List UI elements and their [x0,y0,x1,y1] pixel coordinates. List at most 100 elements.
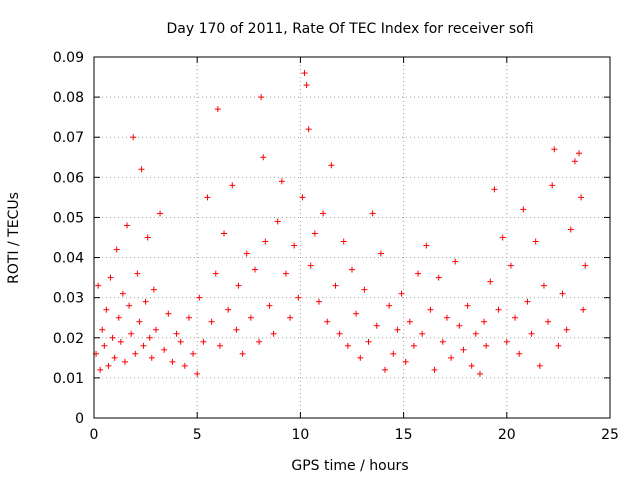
data-point [512,314,519,321]
data-point [101,342,108,349]
data-point [291,242,298,249]
data-point [138,166,145,173]
data-point [214,106,221,113]
x-tick-label: 10 [291,427,309,443]
data-point [150,286,157,293]
data-point [402,358,409,365]
y-tick-label: 0 [75,411,84,427]
data-point [415,270,422,277]
data-point [439,338,446,345]
data-point [243,250,250,257]
data-point [247,314,254,321]
y-tick-label: 0.09 [53,50,84,66]
data-point [235,282,242,289]
data-point [282,270,289,277]
data-point [157,210,164,217]
data-point [262,238,269,245]
data-point [431,366,438,373]
data-point [386,302,393,309]
x-tick-label: 25 [601,427,619,443]
data-point [185,314,192,321]
data-point [144,234,151,241]
y-tick-label: 0.08 [53,90,84,106]
data-point [563,326,570,333]
data-point [394,326,401,333]
data-point [353,310,360,317]
data-point [344,342,351,349]
data-point [109,334,116,341]
data-point [390,350,397,357]
data-point [274,218,281,225]
data-point [95,282,102,289]
data-point [260,154,267,161]
data-point [491,186,498,193]
data-point [270,330,277,337]
data-point [132,350,139,357]
data-point [299,194,306,201]
data-point [559,290,566,297]
data-point [256,338,263,345]
data-point [507,262,514,269]
data-point [287,314,294,321]
data-point [307,262,314,269]
data-point [540,282,547,289]
data-point [452,258,459,265]
data-point [130,134,137,141]
data-point [472,330,479,337]
data-point [520,206,527,213]
data-point [503,338,510,345]
data-point [324,318,331,325]
data-point [555,342,562,349]
data-point [239,350,246,357]
data-point [303,82,310,89]
data-point [369,210,376,217]
y-tick-label: 0.06 [53,170,84,186]
data-point [126,302,133,309]
data-point [328,162,335,169]
data-point [332,282,339,289]
data-point [105,362,112,369]
data-point [536,362,543,369]
data-point [545,318,552,325]
data-point [580,306,587,313]
data-point [142,298,149,305]
data-point [115,314,122,321]
data-point [373,322,380,329]
data-point [495,306,502,313]
data-point [340,238,347,245]
data-point [361,286,368,293]
plot-frame [93,56,611,419]
data-point [251,266,258,273]
data-point [169,358,176,365]
data-point [571,158,578,165]
data-point [124,222,131,229]
data-point [161,346,168,353]
data-points [93,70,589,377]
data-point [301,70,308,77]
data-point [551,146,558,153]
data-point [190,350,197,357]
data-point [177,338,184,345]
y-axis-title: ROTI / TECUs [6,192,22,284]
data-point [140,342,147,349]
data-point [357,354,364,361]
data-point [181,362,188,369]
x-axis-tick-labels: 0 5 10 15 20 25 [90,427,619,443]
data-point [468,362,475,369]
data-point [435,274,442,281]
data-point [315,298,322,305]
data-point [212,270,219,277]
data-point [194,370,201,377]
data-point [152,326,159,333]
data-point [382,366,389,373]
data-point [258,94,265,101]
data-point [516,350,523,357]
data-point [113,246,120,253]
data-point [532,238,539,245]
data-point [200,338,207,345]
data-point [233,326,240,333]
data-point [460,346,467,353]
data-point [103,306,110,313]
y-tick-label: 0.07 [53,130,84,146]
data-point [456,322,463,329]
